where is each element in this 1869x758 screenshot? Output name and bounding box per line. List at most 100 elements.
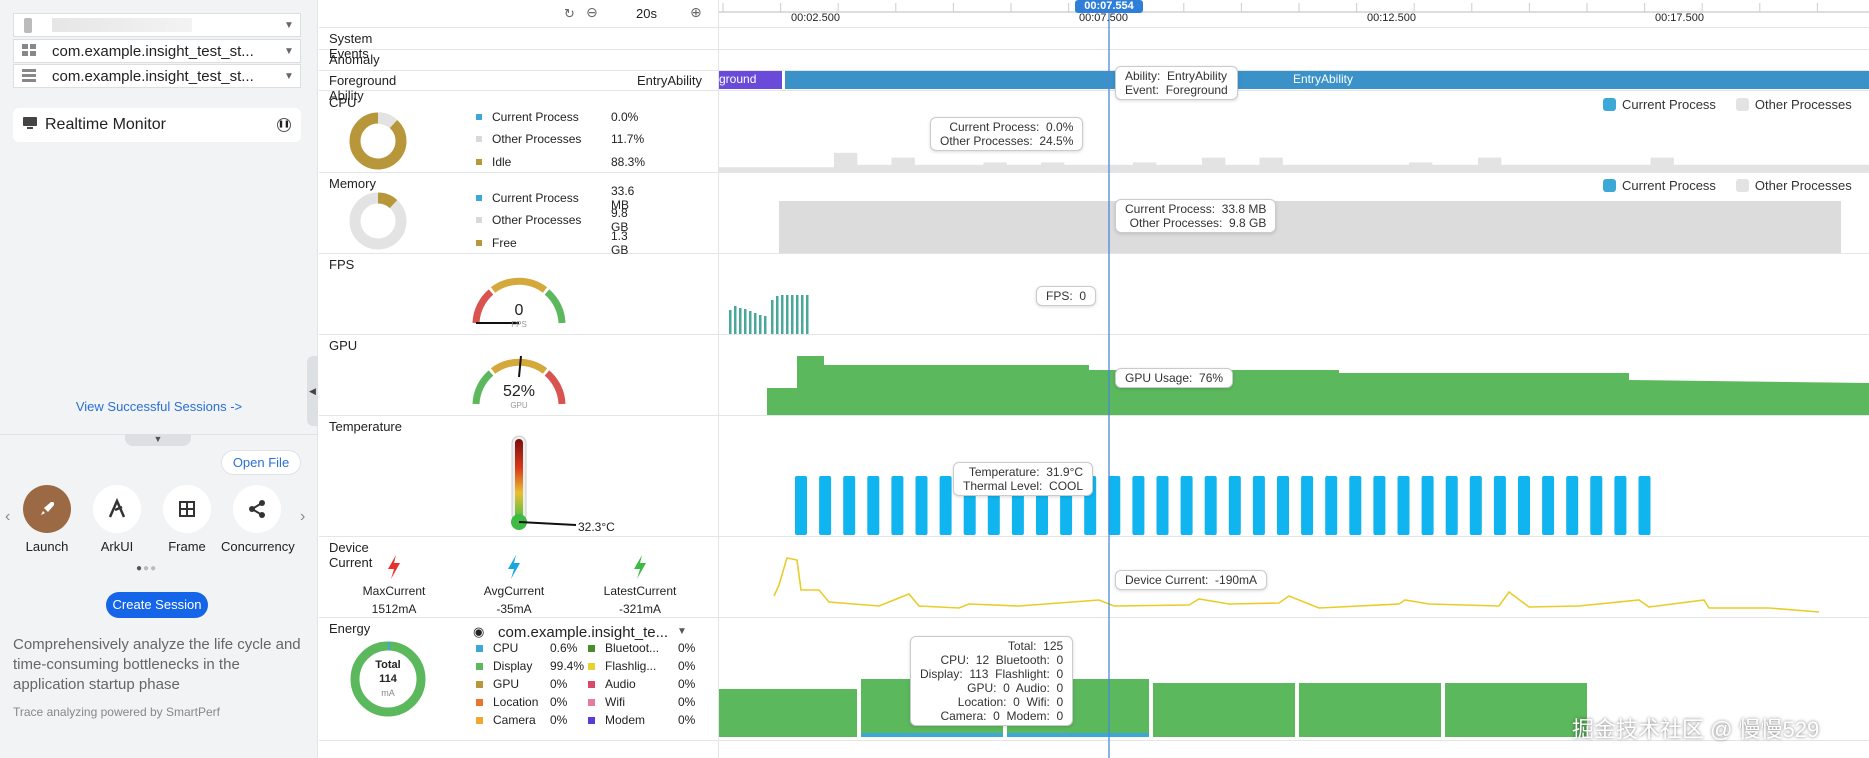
cpu-bar [1696,164,1709,172]
powered-by-text: Trace analyzing powered by SmartPerf [13,705,220,719]
chevron-down-icon[interactable]: ▼ [284,45,294,57]
legend-item: Bluetoot... 0% [588,641,695,655]
create-session-button[interactable]: Create Session [106,592,208,618]
tool-frame[interactable]: Frame [151,485,223,554]
cpu-bar [1271,157,1283,172]
view-successful-sessions-link[interactable]: View Successful Sessions -> [75,399,243,414]
fps-gauge-value: 0 [514,302,524,319]
chevron-down-icon[interactable]: ▼ [677,626,687,637]
memory-area [779,201,1841,253]
foreground-segment-entry[interactable] [785,71,1869,89]
cpu-bar [765,167,777,172]
cpu-bar [1512,164,1525,172]
legend-item: Other Processes 11.7% [476,132,644,146]
current-item: LatestCurrent -321mA [594,555,686,616]
cpu-bar [1432,164,1444,172]
cpu-bar [1420,162,1433,172]
cursor-time-label: 00:07.554 [1084,0,1134,12]
foreground-segment-pre[interactable] [719,71,782,89]
chevron-right-icon[interactable]: › [300,508,306,525]
cpu-bar [776,167,789,172]
tool-arkui[interactable]: ArkUI [81,485,153,554]
tool-launch[interactable]: Launch [11,485,83,554]
legend-item: Free 1.3 GB [476,229,628,257]
temperature-bar [1566,476,1579,535]
chevron-down-icon[interactable]: ▼ [284,19,294,31]
timeline-chart[interactable] [719,0,1869,758]
sidebar: ▼ com.example.insight_test_st... ▼ com.e… [0,0,318,758]
cpu-bar [1570,164,1582,172]
cpu-bar [914,164,927,172]
cpu-bar [1558,164,1571,172]
legend-item: GPU 0% [476,677,567,691]
cpu-bar [1133,162,1145,172]
cpu-bar [1742,164,1755,172]
carousel-dots[interactable]: ●●● [136,563,158,574]
temperature-bar [1590,476,1603,535]
cpu-bar [1650,157,1663,172]
current-item-value: -35mA [496,602,532,616]
tool-label: Frame [168,539,206,554]
cpu-bar [822,167,835,172]
temperature-bar [1518,476,1530,535]
watermark: 掘金技术社区 @ 慢慢529 [1572,717,1820,742]
cpu-bar [1317,164,1329,172]
legend-item: Display 99.4% [476,659,584,673]
tool-concurrency[interactable]: Concurrency [221,485,295,554]
temperature-bar [1156,476,1169,535]
cpu-bar [1708,164,1720,172]
energy-process-select[interactable]: com.example.insight_te... [498,624,669,641]
row-label-temperature: Temperature [329,419,402,434]
device-select[interactable]: ▼ [13,13,301,37]
cpu-bar [730,167,743,172]
cpu-bar [1144,162,1157,172]
divider [319,536,1869,537]
legend-value: 0.0% [611,110,639,124]
legend-value: 1.3 GB [611,229,629,257]
row-label-device-current: Device Current [329,540,373,570]
process-select-secondary[interactable]: com.example.insight_test_st... ▼ [13,64,301,88]
legend-name: Current Process [492,110,579,124]
foreground-ability-value: EntryAbility [637,73,703,88]
open-file-button[interactable]: Open File [221,450,301,475]
gpu-usage-area [767,356,1869,415]
legend-swatch [476,240,482,246]
row-label-fps: FPS [329,257,355,272]
sidebar-collapse-handle[interactable]: ◀ [307,356,318,426]
row-label-system-events: System Events [329,31,373,61]
tool-label: ArkUI [100,539,134,554]
current-item-name: MaxCurrent [362,584,426,598]
divider [319,415,1869,416]
cpu-bar [1282,164,1295,172]
legend-swatch [1603,98,1616,111]
process-select[interactable]: com.example.insight_test_st... ▼ [13,39,301,63]
legend-swatch [476,217,482,223]
temperature-bar [1349,476,1362,535]
temperature-bar [795,476,807,535]
process-select-secondary-value: com.example.insight_test_st... [52,67,254,85]
divider [319,27,1869,28]
cpu-bar [1616,164,1628,172]
chevron-down-icon[interactable]: ▼ [284,70,294,82]
zoom-in-icon[interactable]: ⊕ [690,4,702,20]
cpu-bar [1225,164,1237,172]
zoom-out-icon[interactable]: ⊖ [586,4,598,20]
temperature-bar [1325,476,1338,535]
divider [319,90,1869,91]
reset-zoom-icon[interactable]: ↻ [564,6,575,21]
cpu-bar [1294,164,1306,172]
metrics-label-column [319,0,719,758]
pause-icon[interactable]: ❚❚ [277,118,291,132]
cpu-bar [960,164,973,172]
panel-toggle[interactable]: ▼ [125,434,191,446]
cpu-bar [983,162,996,172]
realtime-monitor-card[interactable]: Realtime Monitor ❚❚ [13,108,301,142]
realtime-monitor-label: Realtime Monitor [45,116,166,133]
current-item: AvgCurrent -35mA [472,555,556,616]
cpu-bar [1593,164,1605,172]
cpu-bar [857,164,869,172]
chevron-left-icon[interactable]: ‹ [5,508,11,525]
legend-item: Location 0% [476,695,567,709]
temperature-bar [1204,476,1217,535]
cpu-bar [1777,164,1789,172]
